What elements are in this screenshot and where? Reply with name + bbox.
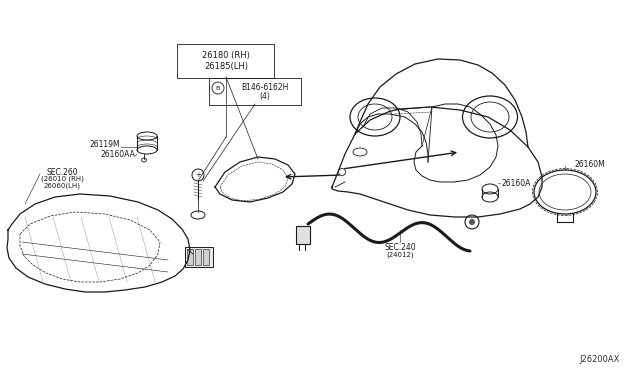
Text: 26160AA: 26160AA <box>100 150 135 158</box>
Text: 26160A: 26160A <box>502 179 531 187</box>
Text: 26180 (RH): 26180 (RH) <box>202 51 250 60</box>
Text: B146-6162H: B146-6162H <box>241 83 289 92</box>
Text: SEC.260: SEC.260 <box>46 167 78 176</box>
Text: (4): (4) <box>260 92 271 100</box>
FancyBboxPatch shape <box>187 249 193 265</box>
FancyBboxPatch shape <box>296 226 310 244</box>
Text: SEC.240: SEC.240 <box>384 243 416 251</box>
FancyBboxPatch shape <box>203 249 209 265</box>
Text: 26160M: 26160M <box>575 160 605 169</box>
Text: +: + <box>195 172 201 178</box>
Text: B: B <box>216 86 220 90</box>
Circle shape <box>469 219 475 225</box>
Text: J26200AX: J26200AX <box>580 356 620 365</box>
FancyBboxPatch shape <box>195 249 201 265</box>
Text: 26185(LH): 26185(LH) <box>204 61 248 71</box>
Text: (24012): (24012) <box>386 252 414 258</box>
Text: 26060(LH): 26060(LH) <box>44 183 81 189</box>
Text: 26119M: 26119M <box>90 140 120 148</box>
FancyBboxPatch shape <box>185 247 213 267</box>
Text: (26010 (RH): (26010 (RH) <box>40 176 83 182</box>
